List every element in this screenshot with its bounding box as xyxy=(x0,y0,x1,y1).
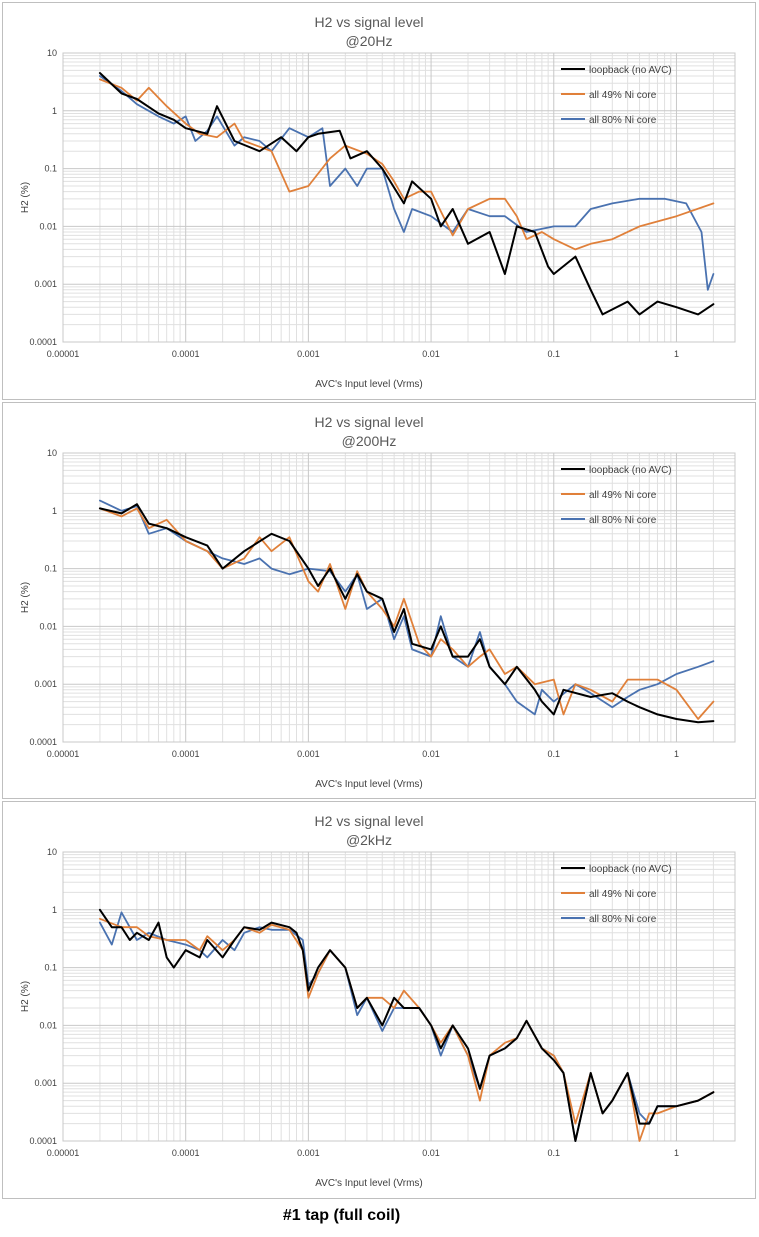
x-axis-label: AVC's Input level (Vrms) xyxy=(315,379,423,390)
chart-subtitle: @20Hz xyxy=(346,33,393,49)
y-tick-label: 0.0001 xyxy=(29,337,57,347)
chart-subtitle: @2kHz xyxy=(346,832,392,848)
x-tick-label: 0.00001 xyxy=(47,349,80,359)
plot-area-border xyxy=(62,452,736,743)
legend-label: all 49% Ni core xyxy=(589,90,657,101)
y-tick-label: 0.001 xyxy=(34,1078,57,1088)
plot-area-border xyxy=(62,851,736,1142)
y-tick-label: 0.001 xyxy=(34,679,57,689)
chart-title: H2 vs signal level xyxy=(315,414,424,430)
series-line xyxy=(99,917,715,1142)
legend-label: all 80% Ni core xyxy=(589,914,657,925)
chart-panel-2khz: 0.00001 0.0001 0.001 0.01 0.1 1 0.0001 0.001 0.0… xyxy=(2,801,756,1199)
chart-svg: 0.00001 0.0001 0.001 0.01 0.1 1 0.0001 0.001 0.0… xyxy=(20,414,736,790)
y-tick-label: 1 xyxy=(52,506,57,516)
x-tick-label: 0.0001 xyxy=(172,749,200,759)
chart-svg: 0.00001 0.0001 0.001 0.01 0.1 1 0.0001 0.001 0.0… xyxy=(20,14,736,390)
y-tick-label: 10 xyxy=(47,48,57,58)
legend-label: loopback (no AVC) xyxy=(589,465,672,476)
y-tick-label: 10 xyxy=(47,847,57,857)
x-axis-label: AVC's Input level (Vrms) xyxy=(315,1178,423,1189)
chart-title: H2 vs signal level xyxy=(315,14,424,30)
y-tick-label: 0.01 xyxy=(39,1020,57,1030)
x-tick-label: 0.001 xyxy=(297,349,320,359)
series-line xyxy=(99,499,715,716)
legend-label: all 80% Ni core xyxy=(589,515,657,526)
legend-label: loopback (no AVC) xyxy=(589,864,672,875)
series-line xyxy=(98,908,715,1142)
y-tick-label: 0.01 xyxy=(39,221,57,231)
y-tick-label: 0.001 xyxy=(34,279,57,289)
x-tick-label: 0.1 xyxy=(548,349,561,359)
series-line xyxy=(99,75,715,291)
chart-svg: 0.00001 0.0001 0.001 0.01 0.1 1 0.0001 0.001 0.0… xyxy=(20,813,736,1189)
x-tick-label: 0.1 xyxy=(548,1148,561,1158)
legend-label: all 80% Ni core xyxy=(589,115,657,126)
legend-label: all 49% Ni core xyxy=(589,490,657,501)
y-tick-label: 0.01 xyxy=(39,621,57,631)
y-tick-label: 0.1 xyxy=(44,963,57,973)
y-axis-label: H2 (%) xyxy=(20,582,31,613)
chart-panel-20hz: 0.00001 0.0001 0.001 0.01 0.1 1 0.0001 0.001 0.0… xyxy=(2,2,756,400)
y-tick-label: 0.1 xyxy=(44,164,57,174)
x-tick-label: 0.01 xyxy=(422,749,440,759)
series-line xyxy=(98,72,715,316)
y-tick-label: 10 xyxy=(47,448,57,458)
chart-title: H2 vs signal level xyxy=(315,813,424,829)
y-axis-label: H2 (%) xyxy=(20,981,31,1012)
x-tick-label: 0.001 xyxy=(297,749,320,759)
legend-label: all 49% Ni core xyxy=(589,889,657,900)
x-tick-label: 0.01 xyxy=(422,1148,440,1158)
y-axis-label: H2 (%) xyxy=(20,182,31,213)
minor-grid xyxy=(63,53,736,342)
x-tick-label: 0.0001 xyxy=(172,349,200,359)
x-tick-label: 1 xyxy=(674,349,679,359)
y-tick-label: 1 xyxy=(52,905,57,915)
minor-grid xyxy=(63,852,736,1141)
x-tick-label: 0.00001 xyxy=(47,1148,80,1158)
chart-panel-200hz: 0.00001 0.0001 0.001 0.01 0.1 1 0.0001 0.001 0.0… xyxy=(2,402,756,799)
x-tick-label: 1 xyxy=(674,1148,679,1158)
figure-caption: #1 tap (full coil) xyxy=(282,1207,401,1224)
x-tick-label: 1 xyxy=(674,749,679,759)
y-tick-label: 0.0001 xyxy=(29,1136,57,1146)
x-tick-label: 0.01 xyxy=(422,349,440,359)
x-tick-label: 0.0001 xyxy=(172,1148,200,1158)
x-tick-label: 0.00001 xyxy=(47,749,80,759)
y-tick-label: 1 xyxy=(52,106,57,116)
legend-label: loopback (no AVC) xyxy=(589,65,672,76)
series-line xyxy=(99,911,715,1142)
x-tick-label: 0.001 xyxy=(297,1148,320,1158)
series-line xyxy=(98,503,715,724)
minor-grid xyxy=(63,453,736,742)
chart-subtitle: @200Hz xyxy=(342,433,397,449)
x-axis-label: AVC's Input level (Vrms) xyxy=(315,779,423,790)
y-tick-label: 0.1 xyxy=(44,564,57,574)
y-tick-label: 0.0001 xyxy=(29,737,57,747)
x-tick-label: 0.1 xyxy=(548,749,561,759)
plot-area-border xyxy=(62,52,736,343)
